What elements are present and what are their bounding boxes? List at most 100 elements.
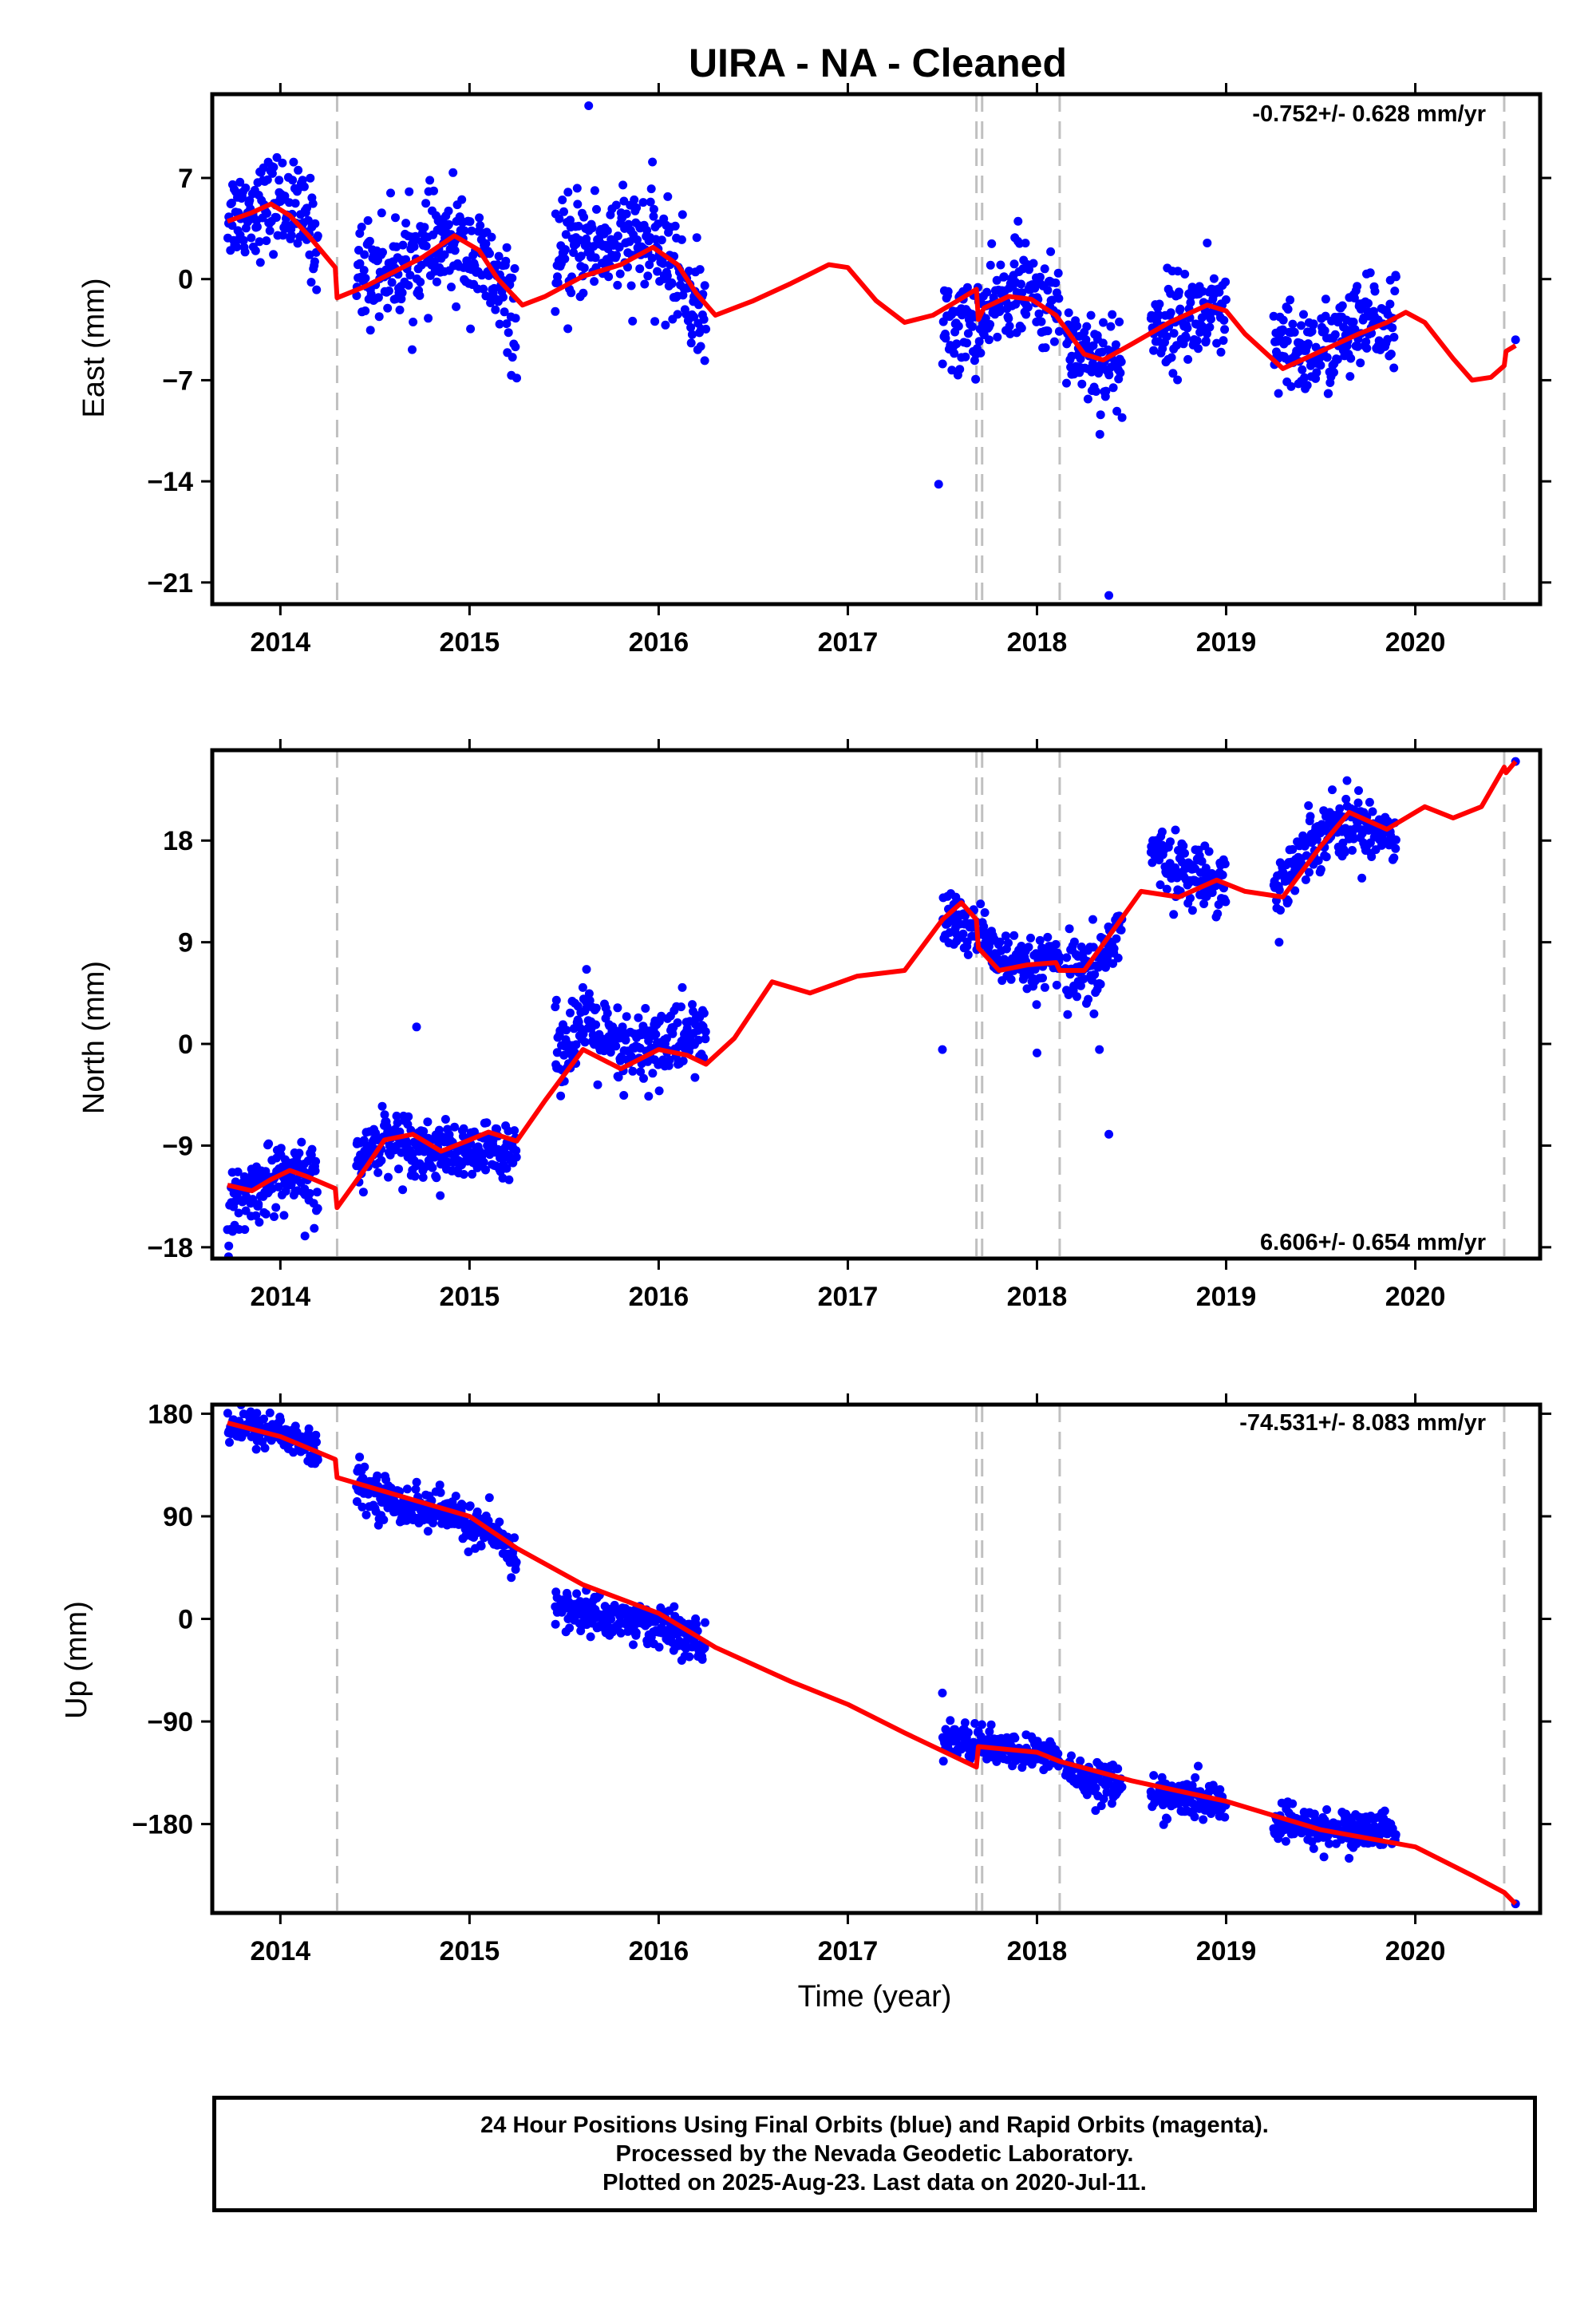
east-data-point [502, 243, 512, 252]
north-data-point [468, 1169, 477, 1179]
north-data-point [644, 1092, 654, 1101]
up-data-point [360, 1462, 369, 1472]
up-data-point [423, 1527, 433, 1536]
north-data-point [423, 1117, 433, 1127]
north-rate-label: 6.606+/- 0.654 mm/yr [1260, 1230, 1486, 1255]
north-data-point [450, 1122, 460, 1132]
north-data-point [1316, 865, 1325, 874]
east-data-point [444, 219, 453, 229]
east-data-point [686, 338, 696, 348]
east-data-point [1041, 343, 1050, 353]
north-data-point [556, 1091, 566, 1101]
north-data-point [297, 1137, 306, 1147]
north-plot-area: 2014 2015 2016 2017 2018 2019 2020 18 9 0 −9 −18 [147, 739, 1551, 1312]
east-data-point [409, 318, 418, 326]
north-data-point [312, 1188, 322, 1197]
up-plot-area: 2014 2015 2016 2017 2018 2019 2020 180 90 0 −90 −18… [132, 1393, 1551, 1966]
north-data-point [310, 1166, 320, 1176]
north-frame [210, 748, 1543, 1261]
east-data-point [401, 219, 411, 228]
east-data-point [1017, 279, 1025, 289]
east-data-point [1173, 375, 1183, 385]
east-data-point [576, 251, 586, 261]
east-data-point [487, 232, 496, 242]
north-data-point [1166, 837, 1175, 847]
north-data-point [1220, 860, 1230, 868]
east-data-point [1337, 301, 1347, 310]
up-data-point [476, 1541, 486, 1551]
up-data-point [451, 1492, 460, 1501]
north-data-point [440, 1115, 450, 1124]
north-data-point [371, 1128, 381, 1138]
east-data-point [558, 196, 567, 204]
north-data-point [1108, 958, 1118, 968]
north-data-point [270, 1212, 279, 1221]
east-data-point [457, 195, 467, 204]
north-data-point [1006, 974, 1016, 984]
north-ytick-label: 18 [163, 826, 193, 856]
east-data-point [646, 197, 655, 207]
east-data-point [700, 281, 709, 290]
up-data-point [411, 1484, 421, 1494]
north-data-point [404, 1112, 413, 1121]
east-data-point [678, 290, 688, 300]
north-data-point [682, 1024, 692, 1033]
east-data-point [584, 101, 594, 110]
east-data-point [984, 335, 994, 345]
north-data-point [678, 982, 687, 992]
east-data-point [657, 235, 666, 245]
up-data-point [938, 1688, 947, 1697]
up-xtick-label: 2014 [251, 1936, 311, 1966]
east-data-point [618, 180, 628, 190]
east-data-point [494, 251, 504, 261]
north-data-point [241, 1206, 251, 1215]
north-data-point [665, 1055, 674, 1065]
up-data-point [361, 1510, 371, 1520]
north-data-point [1321, 852, 1331, 862]
up-data-point [260, 1444, 270, 1452]
east-data-point [1329, 368, 1338, 377]
east-data-point [1511, 335, 1520, 345]
east-data-point [567, 288, 576, 298]
north-data-point [1026, 933, 1035, 943]
east-data-point [462, 256, 472, 266]
east-frame [210, 92, 1543, 607]
north-data-point [1113, 953, 1123, 962]
east-data-point [1299, 310, 1308, 319]
east-data-point [974, 337, 984, 346]
north-data-point [938, 1045, 947, 1054]
east-data-point [630, 195, 639, 204]
north-data-point [1089, 1009, 1099, 1018]
up-data-point [252, 1409, 262, 1418]
up-data-point [616, 1628, 626, 1638]
up-data-point [565, 1623, 575, 1633]
up-data-point [465, 1501, 475, 1511]
east-data-point [1025, 265, 1033, 275]
north-data-point [593, 1080, 602, 1089]
east-data-point [1073, 322, 1082, 330]
north-data-point [358, 1188, 368, 1197]
east-data-point [299, 182, 309, 192]
time-axis-label: Time (year) [798, 1980, 952, 2014]
east-data-point [447, 283, 456, 292]
north-data-point [394, 1164, 403, 1174]
east-data-point [306, 173, 315, 183]
north-data-point [1368, 807, 1377, 816]
east-data-point [633, 235, 642, 244]
east-data-point [313, 231, 322, 240]
east-data-point [963, 329, 973, 338]
up-data-point [643, 1639, 652, 1649]
east-data-point [962, 283, 972, 292]
east-data-point [1386, 350, 1396, 359]
east-data-point [590, 186, 599, 196]
east-data-point [1215, 287, 1224, 297]
east-data-point [377, 208, 386, 218]
east-data-point [1095, 429, 1104, 439]
east-xtick-label: 2014 [251, 627, 311, 658]
east-data-point [290, 199, 300, 208]
east-data-point [508, 274, 517, 283]
east-data-point [1104, 370, 1114, 380]
east-data-point [510, 264, 519, 273]
up-data-point [265, 1408, 275, 1417]
